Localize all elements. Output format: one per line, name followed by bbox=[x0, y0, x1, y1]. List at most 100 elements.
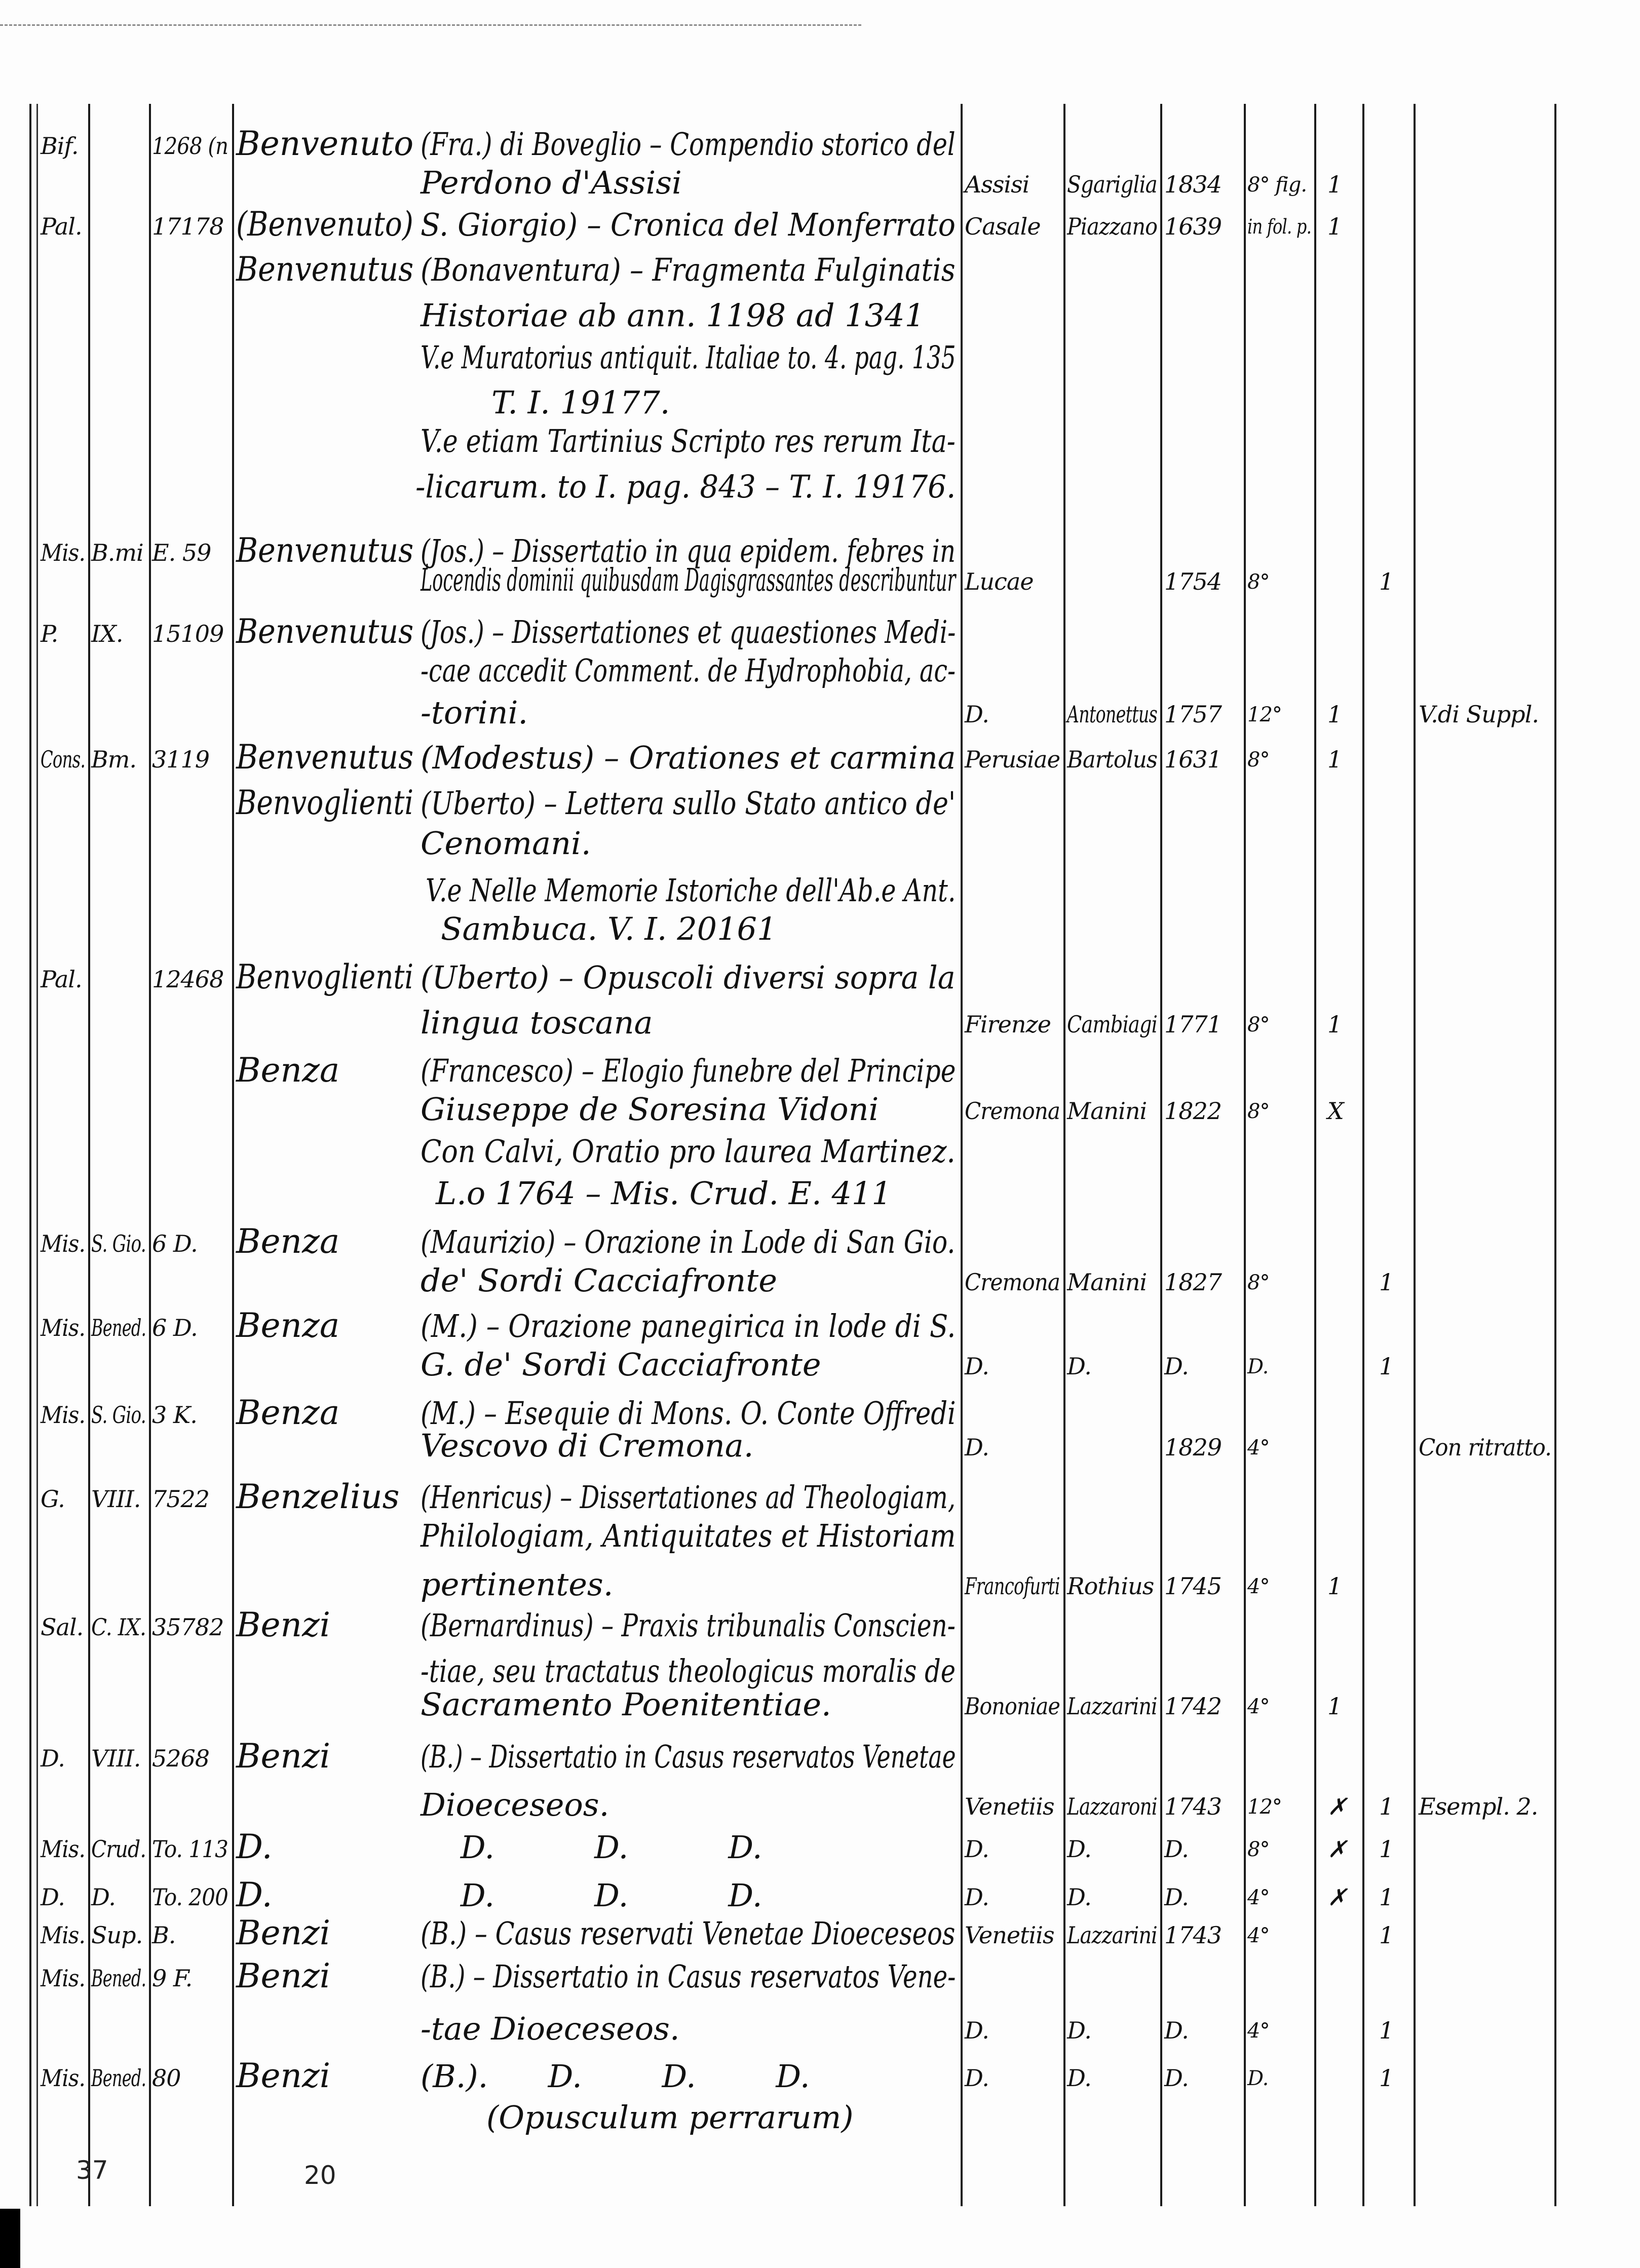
printer-name: Rothius bbox=[1067, 1572, 1154, 1600]
column-rule bbox=[232, 104, 234, 2206]
book-format: 8° fig. bbox=[1247, 173, 1307, 197]
shelf-section: Bened. bbox=[91, 2064, 146, 2092]
shelf-number: E. 59 bbox=[152, 539, 211, 566]
author-name: Benvenutus bbox=[236, 611, 414, 651]
book-format: 12° bbox=[1247, 1795, 1282, 1819]
place-of-publication: Bononiae bbox=[965, 1692, 1060, 1720]
author-name: Benza bbox=[236, 1221, 340, 1261]
title-text: (Francesco) – Elogio funebre del Princip… bbox=[421, 1052, 956, 1089]
shelf-number: 3119 bbox=[152, 745, 210, 773]
title-text: (M.) – Orazione panegirica in lode di S. bbox=[421, 1307, 956, 1344]
shelf-number: B. bbox=[152, 1921, 176, 1949]
publication-year: D. bbox=[1164, 1352, 1189, 1380]
shelf-number: 6 D. bbox=[152, 1229, 198, 1257]
book-format: 4° bbox=[1247, 1575, 1270, 1598]
shelf-number: To. 113 bbox=[152, 1835, 228, 1863]
copy-mark: X bbox=[1327, 1097, 1344, 1125]
publication-year: 1631 bbox=[1164, 745, 1222, 773]
shelf-section: Sup. bbox=[91, 1921, 143, 1949]
publication-year: D. bbox=[1164, 2064, 1189, 2092]
collection-code: Mis. bbox=[41, 1835, 86, 1863]
place-of-publication: Venetiis bbox=[965, 1921, 1055, 1949]
publication-year: D. bbox=[1164, 2016, 1189, 2044]
title-text: D. D. D. bbox=[421, 1828, 762, 1866]
volume-count: 1 bbox=[1379, 1792, 1394, 1820]
page-number-center: 20 bbox=[304, 2161, 336, 2190]
title-text: -torini. bbox=[421, 694, 528, 731]
volume-count: 1 bbox=[1379, 2016, 1394, 2044]
publication-year: D. bbox=[1164, 1835, 1189, 1863]
publication-year: 1834 bbox=[1164, 170, 1222, 198]
copy-mark: 1 bbox=[1327, 700, 1342, 728]
title-text: Sambuca. V. I. 20161 bbox=[441, 910, 777, 947]
collection-code: P. bbox=[41, 620, 58, 647]
shelf-section: S. Gio. bbox=[91, 1401, 146, 1429]
printer-name: D. bbox=[1067, 1883, 1092, 1911]
title-text: lingua toscana bbox=[421, 1004, 653, 1041]
volume-count: 1 bbox=[1379, 1268, 1394, 1296]
shelf-section: Crud. bbox=[91, 1835, 146, 1863]
shelf-number: 3 K. bbox=[152, 1401, 198, 1429]
title-text: -licarum. to I. pag. 843 – T. I. 19176. bbox=[415, 468, 956, 505]
collection-code: Mis. bbox=[41, 1229, 86, 1257]
volume-count: 1 bbox=[1379, 1835, 1394, 1863]
printer-name: Manini bbox=[1067, 1268, 1147, 1296]
volume-count: 1 bbox=[1379, 2064, 1394, 2092]
title-text: (Maurizio) – Orazione in Lode di San Gio… bbox=[421, 1223, 956, 1260]
author-name: Benvenutus bbox=[236, 249, 414, 289]
title-text: Locendis dominii quibusdam Dagisgrassant… bbox=[421, 561, 956, 598]
place-of-publication: D. bbox=[965, 1352, 989, 1380]
book-format: 8° bbox=[1247, 1100, 1270, 1123]
place-of-publication: Lucae bbox=[965, 567, 1034, 595]
copy-mark: 1 bbox=[1327, 212, 1342, 240]
printer-name: Antonettus bbox=[1067, 700, 1158, 728]
page-number-left: 37 bbox=[76, 2156, 108, 2185]
column-rule bbox=[88, 104, 90, 2206]
author-name: D. bbox=[236, 1827, 273, 1866]
copy-mark: 1 bbox=[1327, 170, 1342, 198]
author-name: Benzi bbox=[236, 1605, 330, 1644]
publication-year: 1745 bbox=[1164, 1572, 1222, 1600]
printer-name: Sgariglia bbox=[1067, 170, 1158, 198]
shelf-section: VIII. bbox=[91, 1744, 141, 1772]
author-name: Benvenutus bbox=[236, 737, 414, 777]
book-format: 8° bbox=[1247, 748, 1270, 772]
publication-year: 1743 bbox=[1164, 1921, 1222, 1949]
title-text: Historiae ab ann. 1198 ad 1341 bbox=[421, 296, 925, 334]
column-rule bbox=[149, 104, 151, 2206]
title-text: (Jos.) – Dissertationes et quaestiones M… bbox=[421, 613, 956, 650]
place-of-publication: D. bbox=[965, 700, 989, 728]
note-text: Con ritratto. bbox=[1419, 1433, 1552, 1461]
shelf-section: Bened. bbox=[91, 1314, 146, 1341]
book-format: 4° bbox=[1247, 2019, 1270, 2043]
place-of-publication: Casale bbox=[965, 212, 1041, 240]
book-format: 4° bbox=[1247, 1436, 1270, 1459]
author-name: Benvoglienti bbox=[236, 957, 414, 996]
book-format: 4° bbox=[1247, 1924, 1270, 1947]
shelf-section: Bened. bbox=[91, 1964, 146, 1992]
author-name: Benzi bbox=[236, 1956, 330, 1995]
publication-year: 1827 bbox=[1164, 1268, 1222, 1296]
column-rule bbox=[36, 104, 38, 2206]
author-name: Benzi bbox=[236, 1913, 330, 1952]
title-text: S. Giorgio) – Cronica del Monferrato bbox=[421, 206, 956, 243]
volume-count: 1 bbox=[1379, 1352, 1394, 1380]
title-text: Vescovo di Cremona. bbox=[421, 1427, 754, 1464]
publication-year: 1771 bbox=[1164, 1010, 1222, 1038]
printer-name: D. bbox=[1067, 2064, 1092, 2092]
place-of-publication: Cremona bbox=[965, 1268, 1060, 1296]
shelf-section: VIII. bbox=[91, 1485, 141, 1513]
copy-mark: 1 bbox=[1327, 1010, 1342, 1038]
printer-name: D. bbox=[1067, 1352, 1092, 1380]
place-of-publication: D. bbox=[965, 2016, 989, 2044]
title-text: G. de' Sordi Cacciafronte bbox=[421, 1346, 821, 1383]
title-text: Dioeceseos. bbox=[421, 1786, 609, 1823]
copy-mark: 1 bbox=[1327, 1572, 1342, 1600]
volume-count: 1 bbox=[1379, 567, 1394, 595]
title-text: T. I. 19177. bbox=[491, 383, 670, 421]
shelf-section: B.mi bbox=[91, 539, 144, 566]
title-text: (M.) – Esequie di Mons. O. Conte Offredi bbox=[421, 1394, 956, 1432]
collection-code: Cons. bbox=[41, 745, 86, 773]
title-text: (Opusculum perrarum) bbox=[486, 2098, 854, 2136]
book-format: 4° bbox=[1247, 1886, 1270, 1909]
